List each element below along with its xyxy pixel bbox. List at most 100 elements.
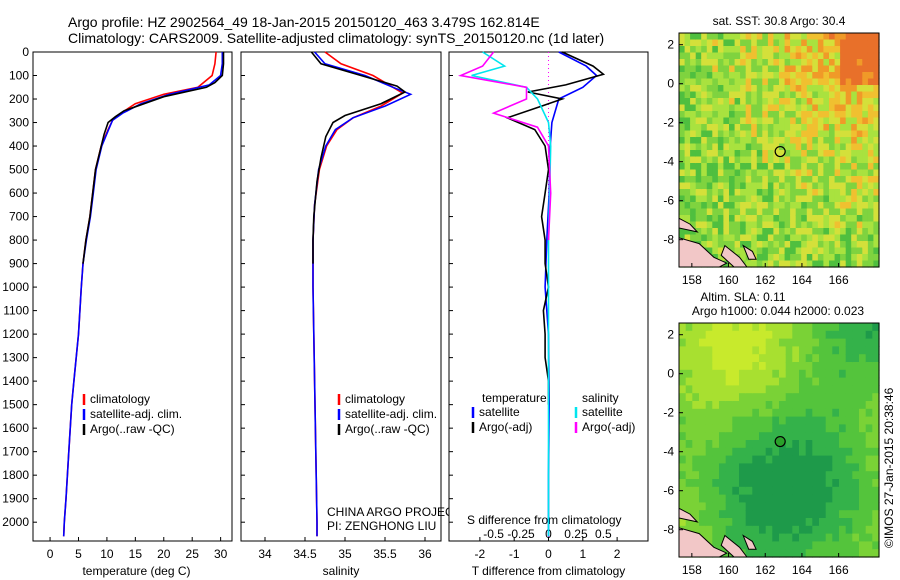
sst_map-cell (784, 124, 791, 132)
sst_map-cell (740, 202, 747, 210)
sla_map-cell (699, 408, 707, 418)
sst_map-cell (701, 91, 708, 99)
sst_map-cell (845, 117, 852, 125)
sst_map-cell (773, 215, 780, 223)
sst_map-cell (723, 143, 730, 151)
sla_map-cell (732, 401, 740, 410)
sla_map-cell (852, 354, 860, 363)
series-s-satellite (471, 51, 552, 537)
sla_map-cell (792, 338, 800, 347)
sla_map-lat-label: -8 (663, 523, 674, 537)
sla_map-cell (765, 369, 773, 379)
sla_map-cell (865, 354, 873, 363)
sla_map-cell (812, 486, 820, 496)
sla_map-cell (779, 377, 787, 386)
sla_map-cell (865, 518, 873, 527)
sst_map-cell (867, 46, 875, 54)
sla_map-cell (812, 346, 820, 355)
sst_map-cell (690, 182, 697, 190)
sst_map-cell (845, 65, 852, 73)
sla_map-cell (832, 330, 840, 340)
sst_map-cell (817, 52, 825, 60)
sst_map-cell (723, 39, 730, 47)
sla_map-cell (819, 362, 827, 371)
sst_map-cell (712, 104, 719, 112)
temperature-x-tick-label: 30 (214, 547, 228, 561)
sla_map-cell (845, 541, 853, 550)
sla_map-cell (819, 549, 827, 558)
sla_map-cell (752, 479, 760, 488)
sst_map-cell (723, 208, 730, 216)
sst_map-cell (695, 228, 702, 236)
sla_map-cell (725, 377, 733, 386)
sla_map-cell (699, 494, 707, 503)
sst_map-cell (817, 65, 825, 73)
sla_map-cell (812, 323, 820, 332)
sla_map-cell (825, 494, 833, 503)
sst_map-cell (756, 91, 763, 99)
sla_map-cell (712, 440, 720, 449)
sla_map-cell (759, 393, 767, 402)
sla_map-cell (819, 416, 827, 425)
sst_map-cell (734, 163, 741, 171)
series-t-argo-adj- (505, 51, 606, 405)
sla_map-cell (779, 455, 787, 464)
sst_map-cell (873, 150, 880, 158)
sst_map-cell (795, 215, 802, 223)
sla_map-cell (832, 385, 840, 394)
sla_map-cell (805, 323, 813, 332)
sst_map-cell (684, 33, 691, 41)
sla_map-cell (752, 440, 760, 449)
sst_map-cell (690, 78, 697, 86)
sst_map-cell (834, 85, 841, 93)
sst_map-cell (812, 169, 819, 177)
sst_map-cell (862, 91, 869, 99)
sst_map-cell (801, 234, 808, 242)
sla_map-cell (772, 346, 780, 355)
sst_map-cell (834, 182, 841, 190)
sst_map-cell (762, 52, 769, 60)
sst_map-cell (684, 182, 691, 190)
sst_map-cell (729, 85, 736, 93)
sla_map-cell (839, 502, 847, 511)
sst_map-cell (851, 137, 858, 145)
sla_map-cell (705, 408, 713, 418)
sst_map-cell (862, 98, 869, 106)
sst_map-cell (856, 182, 863, 190)
sla_map-cell (819, 518, 827, 527)
sla_map-cell (772, 432, 780, 441)
sla_map-cell (812, 541, 820, 550)
sst_map-cell (706, 52, 713, 60)
sla_map-cell (785, 338, 793, 347)
sst_map-cell (729, 33, 736, 41)
sla_map-cell (832, 416, 840, 425)
sst_map-cell (779, 163, 786, 171)
sst_map-cell (840, 59, 847, 67)
sst_map-cell (790, 137, 797, 145)
sla_map-cell (732, 479, 740, 488)
sst_map-cell (806, 156, 813, 164)
sst_map-cell (840, 52, 847, 60)
sst_map-cell (745, 195, 752, 203)
sst_map-cell (801, 247, 808, 255)
sst_map-cell (845, 195, 852, 203)
sst_map-cell (773, 202, 780, 210)
sst_map-cell (823, 39, 830, 47)
sst_map-cell (756, 46, 763, 54)
sst_map-cell (784, 46, 791, 54)
sst_map-cell (790, 202, 797, 210)
sla_map-frame (678, 322, 880, 558)
sst_map-cell (679, 215, 686, 223)
sst_map-cell (701, 98, 708, 106)
sst_map-cell (745, 137, 752, 145)
sla_map-cell (765, 362, 773, 371)
sla_map-cell (779, 486, 787, 496)
sst_map-cell (795, 228, 802, 236)
sla_map-cell (692, 432, 700, 441)
sla_map-cell (792, 518, 800, 527)
sla_map-cell (739, 432, 747, 441)
sst_map-cell (690, 195, 697, 203)
sla_map-cell (679, 354, 687, 363)
sst_map-cell (862, 130, 869, 138)
sst_map-cell (729, 46, 736, 54)
